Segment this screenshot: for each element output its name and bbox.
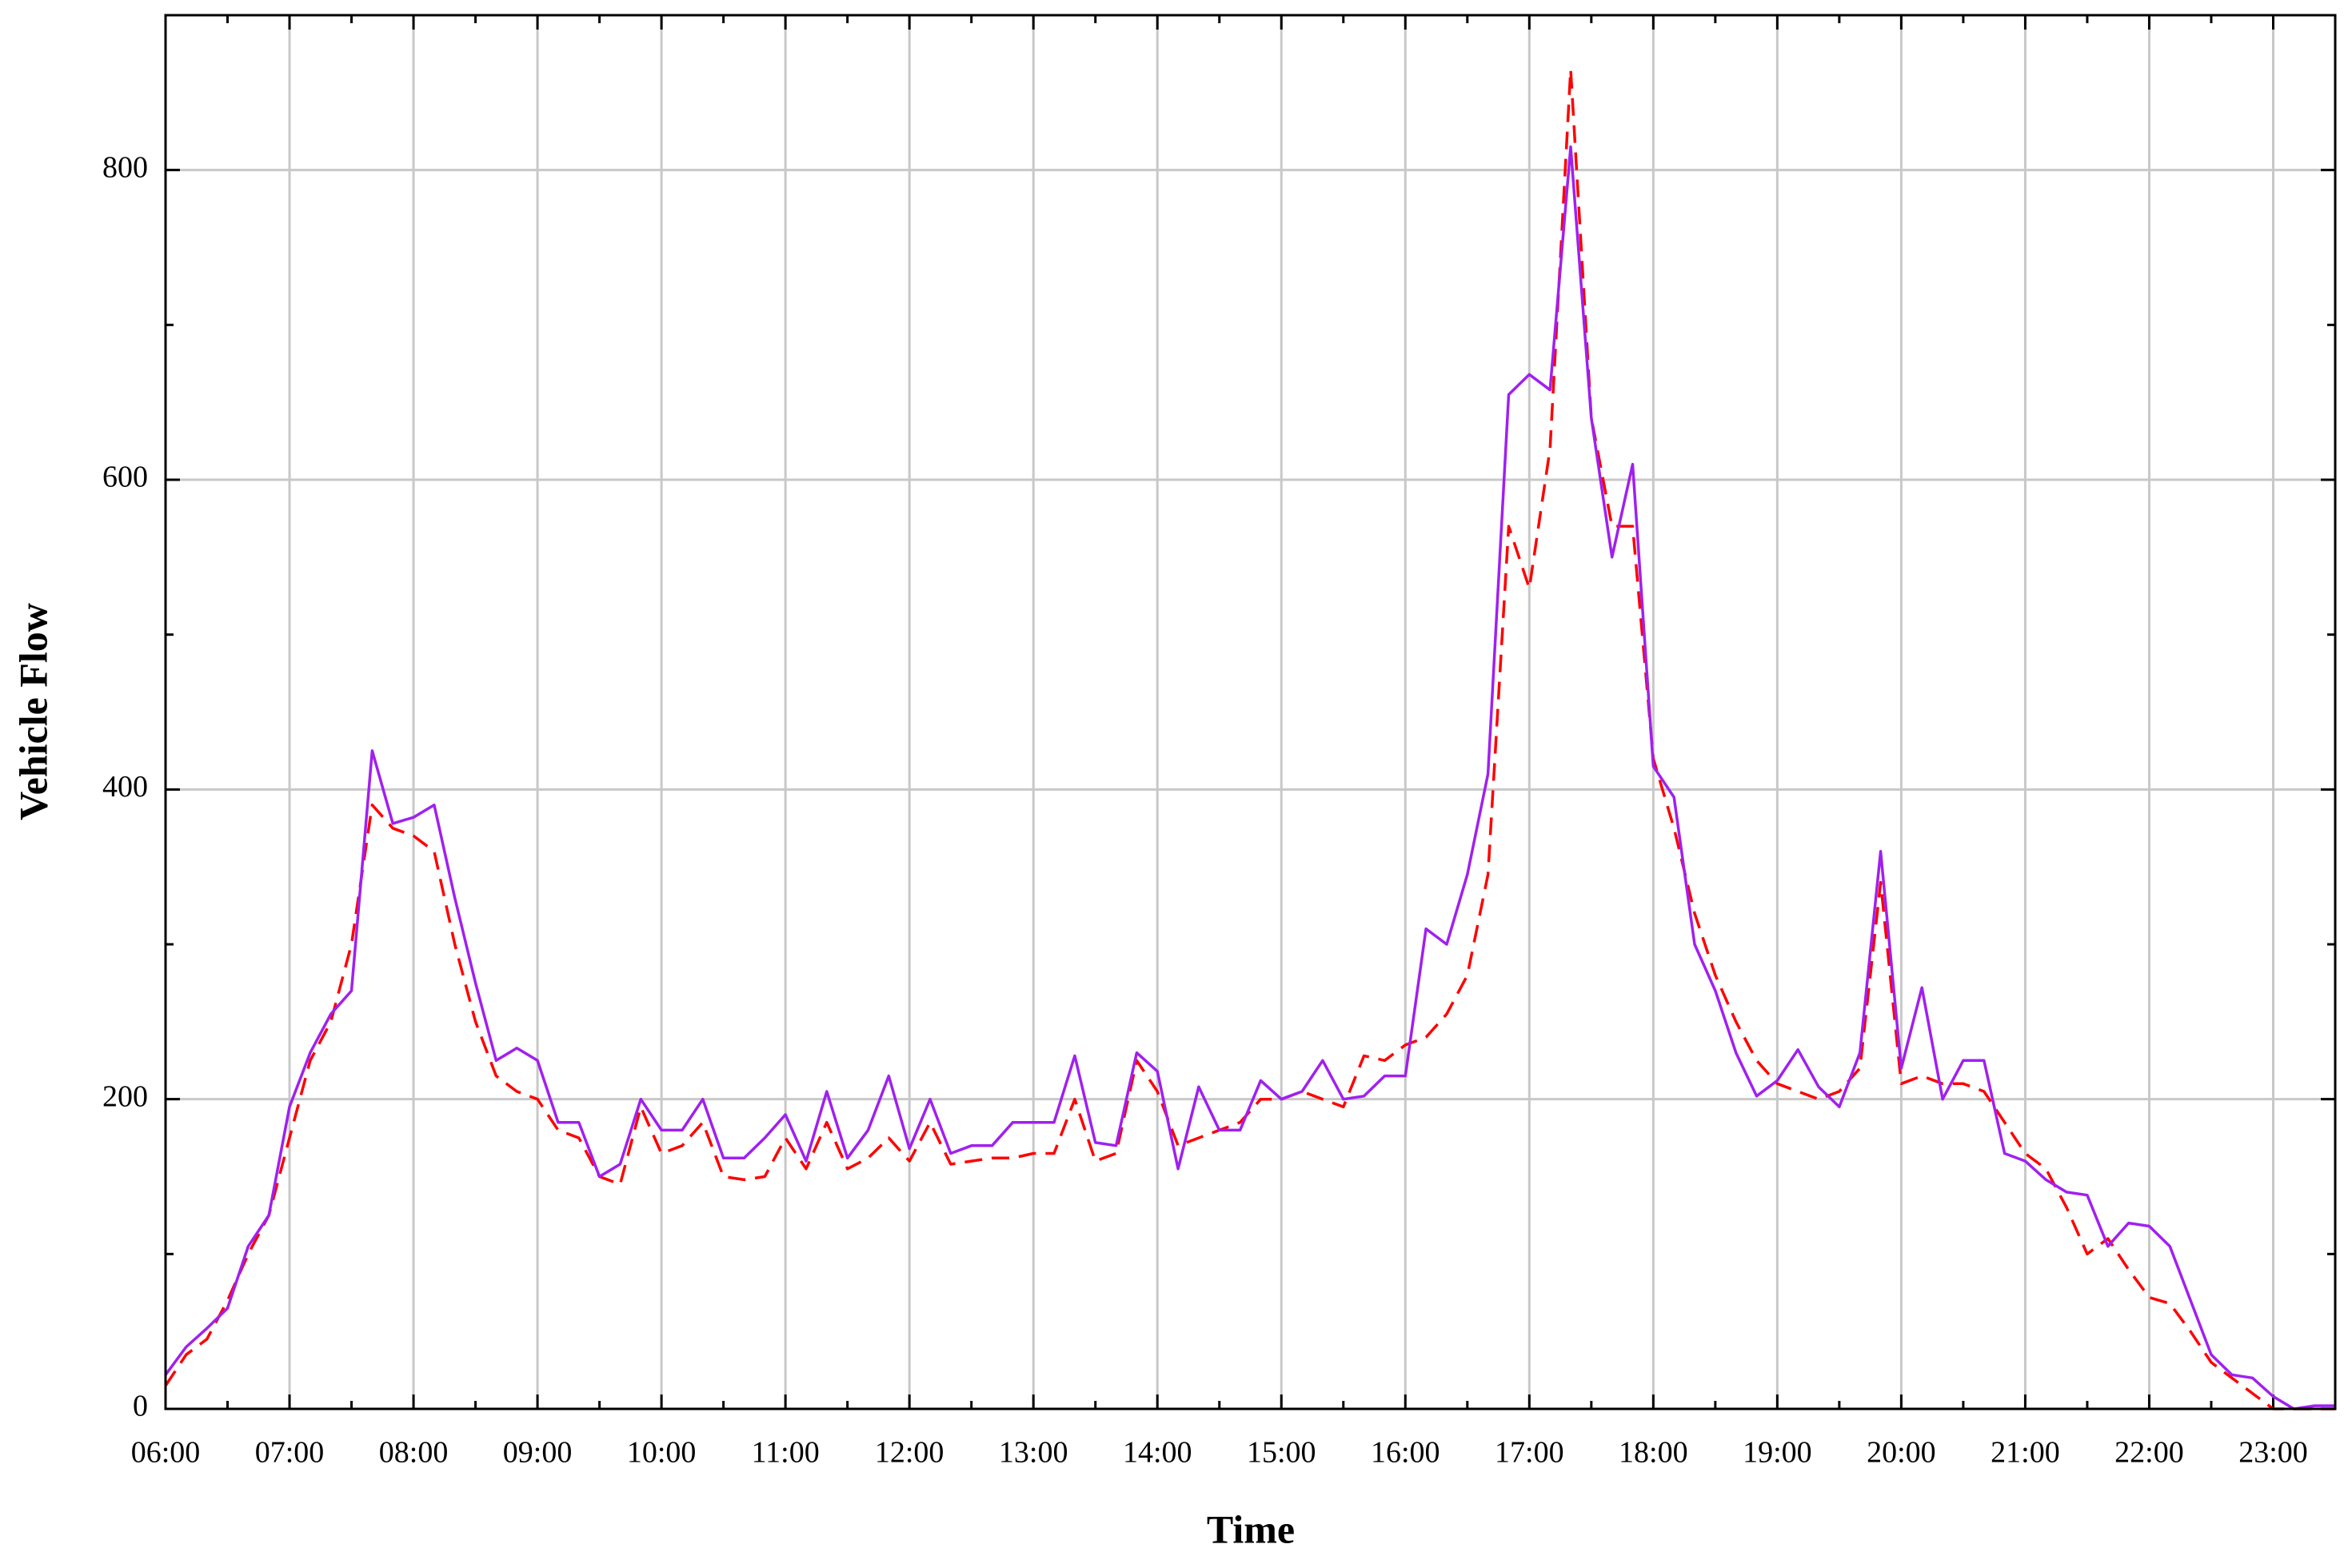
y-tick-label: 200 <box>102 1079 148 1113</box>
x-tick-label: 21:00 <box>1991 1436 2060 1470</box>
y-tick-label: 800 <box>102 150 148 184</box>
x-tick-label: 12:00 <box>875 1436 944 1470</box>
series-line <box>164 68 2335 1410</box>
x-tick-label: 16:00 <box>1371 1436 1440 1470</box>
x-tick-label: 14:00 <box>1123 1436 1192 1470</box>
x-tick-label: 15:00 <box>1247 1436 1316 1470</box>
x-tick-label: 22:00 <box>2114 1436 2184 1470</box>
x-tick-label: 09:00 <box>503 1436 573 1470</box>
x-tick-label: 23:00 <box>2238 1436 2308 1470</box>
x-tick-label: 10:00 <box>627 1436 697 1470</box>
x-axis-title: Time <box>1207 1506 1295 1551</box>
x-tick-label: 13:00 <box>999 1436 1068 1470</box>
y-tick-label: 0 <box>133 1390 148 1423</box>
plot-frame <box>164 14 2337 1410</box>
x-tick-label: 06:00 <box>131 1436 201 1470</box>
x-tick-label: 11:00 <box>752 1436 820 1470</box>
x-tick-label: 07:00 <box>255 1436 325 1470</box>
series-line <box>164 145 2335 1410</box>
y-tick-label: 400 <box>102 770 148 804</box>
x-tick-label: 19:00 <box>1743 1436 1812 1470</box>
y-axis-title: Vehicle Flow <box>10 603 55 820</box>
x-tick-label: 18:00 <box>1619 1436 1688 1470</box>
y-tick-label: 600 <box>102 461 148 494</box>
x-tick-label: 08:00 <box>379 1436 449 1470</box>
x-tick-label: 20:00 <box>1867 1436 1936 1470</box>
x-tick-label: 17:00 <box>1495 1436 1564 1470</box>
